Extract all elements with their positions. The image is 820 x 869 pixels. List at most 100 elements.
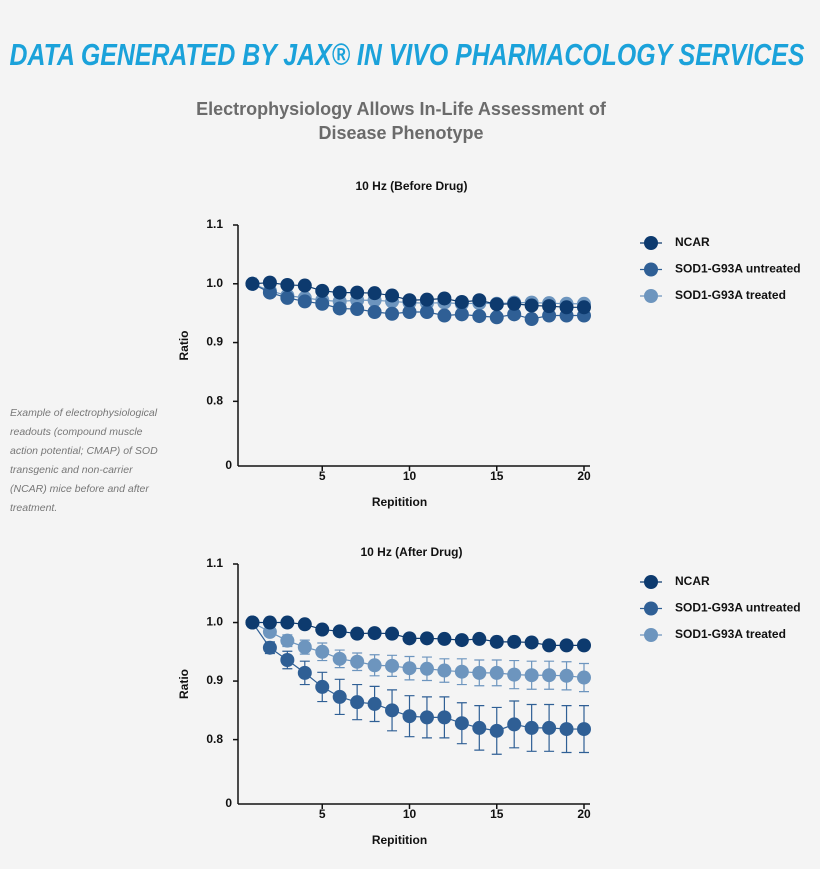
legend-marker — [644, 575, 658, 589]
data-point — [524, 312, 539, 327]
data-point — [559, 638, 574, 653]
data-point — [332, 651, 347, 666]
chart-title: 10 Hz (Before Drug) — [355, 179, 467, 193]
heading: Disease Phenotype — [318, 123, 483, 143]
data-point — [489, 665, 504, 680]
data-point — [385, 626, 400, 641]
data-point — [297, 278, 312, 293]
x-tick-label: 10 — [403, 807, 417, 821]
data-point — [577, 638, 591, 653]
y-tick-label: 0.9 — [206, 673, 223, 687]
data-point — [385, 703, 400, 718]
data-point — [559, 668, 574, 683]
caption: treatment. — [10, 502, 57, 514]
x-axis-title: Repitition — [372, 833, 427, 847]
legend-label: SOD1-G93A treated — [675, 627, 786, 641]
data-point — [245, 615, 260, 630]
data-point — [262, 615, 277, 630]
data-point — [280, 653, 295, 667]
data-point — [472, 631, 487, 646]
data-point — [437, 631, 452, 646]
y-tick-label: 0.8 — [206, 732, 223, 746]
x-tick-label: 20 — [577, 807, 591, 821]
legend-marker — [644, 262, 658, 277]
legend-label: SOD1-G93A treated — [675, 288, 786, 302]
data-point — [437, 663, 452, 678]
caption: readouts (compound muscle — [10, 426, 143, 438]
data-point — [419, 661, 434, 676]
data-point — [315, 283, 330, 298]
x-tick-label: 10 — [403, 469, 417, 483]
data-point — [385, 288, 400, 303]
data-point — [367, 286, 382, 301]
chart-title: 10 Hz (After Drug) — [360, 545, 462, 559]
legend-label: NCAR — [675, 574, 710, 588]
data-point — [489, 723, 504, 738]
data-point — [472, 309, 487, 324]
data-point — [280, 633, 295, 648]
data-point — [577, 722, 591, 737]
y-tick-label: 0.8 — [206, 394, 223, 408]
legend-label: NCAR — [675, 235, 710, 249]
data-point — [402, 293, 417, 308]
heading: Electrophysiology Allows In-Life Assessm… — [196, 99, 607, 119]
data-point — [315, 622, 330, 637]
data-point — [402, 709, 417, 724]
legend-marker — [644, 601, 658, 616]
data-point — [367, 626, 382, 641]
data-point — [507, 307, 522, 322]
x-tick-label: 5 — [319, 807, 326, 821]
data-point — [350, 302, 365, 317]
y-tick-label: 1.1 — [206, 217, 223, 231]
data-point — [437, 308, 452, 323]
data-point — [524, 635, 539, 650]
data-point — [454, 664, 469, 679]
legend-marker — [644, 628, 658, 642]
data-point — [367, 696, 382, 711]
data-point — [454, 633, 469, 648]
data-point — [297, 665, 312, 680]
y-axis-title: Ratio — [177, 669, 191, 699]
data-point — [315, 296, 330, 311]
data-point — [437, 710, 452, 725]
data-point — [524, 298, 539, 313]
data-point — [559, 300, 574, 315]
y-axis-title: Ratio — [177, 331, 191, 361]
data-point — [402, 631, 417, 646]
y-tick-label: 1.1 — [206, 556, 223, 570]
data-point — [262, 640, 277, 655]
caption: (NCAR) mice before and after — [10, 483, 149, 495]
caption: Example of electrophysiological — [10, 407, 158, 419]
x-tick-label: 5 — [319, 469, 326, 483]
data-point — [419, 710, 434, 725]
data-point — [437, 291, 452, 306]
data-point — [507, 296, 522, 311]
data-point — [559, 722, 574, 737]
y-tick-label: 0 — [225, 458, 232, 472]
data-point — [385, 306, 400, 321]
data-point — [350, 695, 365, 710]
data-point — [454, 295, 469, 310]
y-tick-label: 1.0 — [206, 276, 223, 290]
caption: transgenic and non-carrier — [10, 464, 133, 476]
data-point — [472, 720, 487, 735]
legend-label: SOD1-G93A untreated — [675, 262, 801, 276]
y-tick-label: 0 — [225, 796, 232, 810]
data-point — [507, 667, 522, 682]
data-point — [332, 689, 347, 704]
data-point — [297, 294, 312, 309]
data-point — [419, 304, 434, 319]
legend-label: SOD1-G93A untreated — [675, 601, 801, 615]
data-point — [297, 617, 312, 632]
data-point — [454, 307, 469, 322]
y-tick-label: 0.9 — [206, 335, 223, 349]
data-point — [577, 670, 591, 685]
data-point — [332, 301, 347, 316]
data-point — [419, 631, 434, 646]
data-point — [315, 679, 330, 694]
data-point — [280, 290, 295, 305]
data-point — [280, 277, 295, 292]
legend-marker — [644, 236, 658, 250]
